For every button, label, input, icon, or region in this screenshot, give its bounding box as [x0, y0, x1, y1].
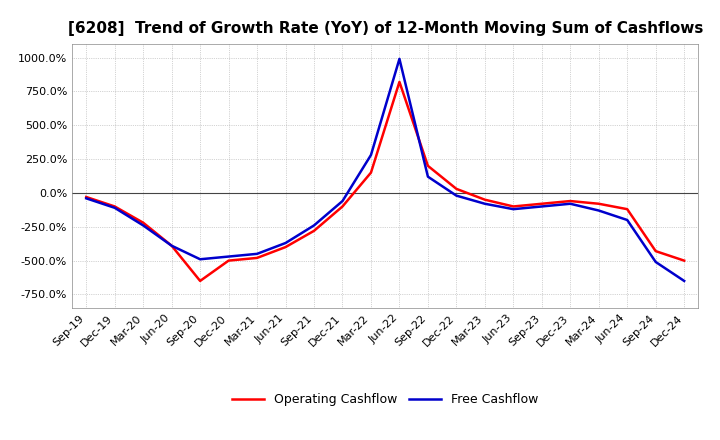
Operating Cashflow — [623, 206, 631, 212]
Free Cashflow — [225, 254, 233, 259]
Operating Cashflow — [480, 197, 489, 202]
Free Cashflow — [480, 201, 489, 206]
Operating Cashflow — [509, 204, 518, 209]
Free Cashflow — [423, 174, 432, 180]
Free Cashflow — [680, 278, 688, 283]
Free Cashflow — [310, 223, 318, 228]
Free Cashflow — [595, 208, 603, 213]
Operating Cashflow — [537, 201, 546, 206]
Operating Cashflow — [253, 255, 261, 260]
Line: Operating Cashflow: Operating Cashflow — [86, 82, 684, 281]
Free Cashflow — [253, 251, 261, 257]
Title: [6208]  Trend of Growth Rate (YoY) of 12-Month Moving Sum of Cashflows: [6208] Trend of Growth Rate (YoY) of 12-… — [68, 21, 703, 36]
Free Cashflow — [395, 56, 404, 62]
Operating Cashflow — [310, 228, 318, 234]
Free Cashflow — [139, 223, 148, 228]
Free Cashflow — [623, 217, 631, 223]
Operating Cashflow — [139, 220, 148, 225]
Free Cashflow — [338, 198, 347, 204]
Free Cashflow — [652, 259, 660, 264]
Operating Cashflow — [225, 258, 233, 263]
Free Cashflow — [167, 243, 176, 248]
Operating Cashflow — [652, 249, 660, 254]
Operating Cashflow — [196, 278, 204, 283]
Free Cashflow — [366, 152, 375, 158]
Free Cashflow — [110, 205, 119, 210]
Free Cashflow — [566, 201, 575, 206]
Free Cashflow — [452, 193, 461, 198]
Operating Cashflow — [423, 163, 432, 169]
Operating Cashflow — [82, 194, 91, 200]
Operating Cashflow — [110, 204, 119, 209]
Operating Cashflow — [167, 243, 176, 248]
Operating Cashflow — [366, 170, 375, 175]
Free Cashflow — [509, 206, 518, 212]
Operating Cashflow — [452, 186, 461, 191]
Operating Cashflow — [566, 198, 575, 204]
Legend: Operating Cashflow, Free Cashflow: Operating Cashflow, Free Cashflow — [228, 388, 543, 411]
Operating Cashflow — [680, 258, 688, 263]
Operating Cashflow — [595, 201, 603, 206]
Line: Free Cashflow: Free Cashflow — [86, 59, 684, 281]
Free Cashflow — [82, 196, 91, 201]
Operating Cashflow — [395, 79, 404, 84]
Free Cashflow — [282, 240, 290, 246]
Free Cashflow — [537, 204, 546, 209]
Free Cashflow — [196, 257, 204, 262]
Operating Cashflow — [282, 245, 290, 250]
Operating Cashflow — [338, 204, 347, 209]
